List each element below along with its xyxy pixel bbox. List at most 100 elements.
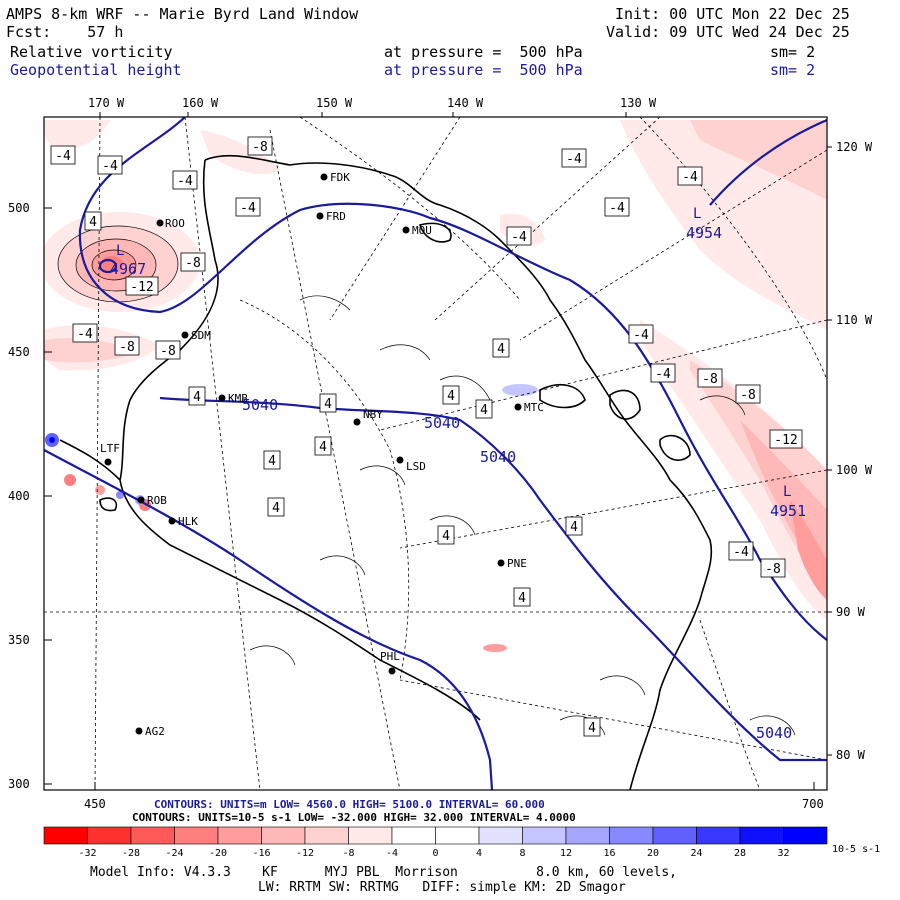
vorticity-label: -4 xyxy=(511,230,527,245)
colorbar-cell xyxy=(43,826,88,845)
colorbar-tick: 16 xyxy=(603,848,615,859)
vorticity-label: -8 xyxy=(252,140,268,155)
vorticity-label: -4 xyxy=(655,367,671,382)
height-contour-label: 5040 xyxy=(756,724,792,742)
colorbar-cell xyxy=(130,826,175,845)
vorticity-label: 4 xyxy=(272,501,280,516)
vorticity-label-box xyxy=(155,340,181,360)
right-lon-label: 100 W xyxy=(836,463,873,477)
station-label: PHL xyxy=(380,650,400,663)
vorticity-label: -12 xyxy=(774,433,797,448)
left-y-label: 400 xyxy=(8,489,30,503)
vorticity-label-box xyxy=(437,525,455,545)
height-low-label: 4954 xyxy=(686,224,722,242)
vorticity-label-box xyxy=(492,338,510,358)
colorbar-tick: -28 xyxy=(122,848,140,859)
colorbar-tick: -24 xyxy=(165,848,183,859)
station-label: HLK xyxy=(178,515,198,528)
vorticity-label-box xyxy=(561,148,587,168)
height-contour-label: 5040 xyxy=(424,414,460,432)
vorticity-label-box xyxy=(506,226,532,246)
vorticity-label-box xyxy=(314,436,332,456)
vorticity-label: -8 xyxy=(740,388,756,403)
station-label: LTF xyxy=(100,442,120,455)
vorticity-label: -4 xyxy=(177,174,193,189)
height-low-label: 4967 xyxy=(110,260,146,278)
colorbar-tick: 0 xyxy=(432,848,438,859)
vorticity-label: -4 xyxy=(77,327,93,342)
colorbar-cell xyxy=(261,826,306,845)
colorbar-tick: -4 xyxy=(386,848,398,859)
height-low-label: 4951 xyxy=(770,502,806,520)
field-height: Geopotential height xyxy=(10,61,182,79)
top-lon-label: 140 W xyxy=(447,96,484,110)
colorbar-tick: 24 xyxy=(690,848,702,859)
colorbar-cell xyxy=(522,826,567,845)
top-lon-label: 160 W xyxy=(182,96,219,110)
vorticity-label-box xyxy=(697,368,723,388)
vorticity-label: 4 xyxy=(324,397,332,412)
vorticity-label: 4 xyxy=(447,389,455,404)
vorticity-label-box xyxy=(769,429,803,449)
colorbar-cell xyxy=(609,826,654,845)
colorbar-tick: 12 xyxy=(560,848,572,859)
vorticity-label-box xyxy=(760,558,786,578)
vorticity-label: -4 xyxy=(682,170,698,185)
vorticity-label: -4 xyxy=(240,201,256,216)
vorticity-label: -8 xyxy=(185,256,201,271)
vorticity-contour-info: CONTOURS: UNITS=10-5 s-1 LOW= -32.000 HI… xyxy=(132,811,576,824)
colorbar-tick: -16 xyxy=(252,848,270,859)
station-label: PNE xyxy=(507,557,527,570)
colorbar-cell xyxy=(435,826,480,845)
top-lon-label: 170 W xyxy=(88,96,125,110)
left-y-label: 350 xyxy=(8,633,30,647)
left-y-label: 300 xyxy=(8,777,30,791)
station-label: ROO xyxy=(165,217,185,230)
vorticity-label-box xyxy=(267,497,285,517)
colorbar-cell xyxy=(783,826,828,845)
level-height: at pressure = 500 hPa xyxy=(384,61,583,79)
station-label: FDK xyxy=(330,171,350,184)
station-label: MTC xyxy=(524,401,544,414)
colorbar-tick: 4 xyxy=(476,848,482,859)
station-label: SDM xyxy=(191,329,211,342)
vorticity-label: 4 xyxy=(89,215,97,230)
left-y-label: 450 xyxy=(8,345,30,359)
station-label: NBY xyxy=(363,408,383,421)
colorbar-cell xyxy=(304,826,349,845)
vorticity-label-box xyxy=(442,385,460,405)
top-lon-label: 150 W xyxy=(316,96,353,110)
vorticity-label-box xyxy=(735,384,761,404)
bottom-x-label: 700 xyxy=(802,797,824,811)
vorticity-label-box xyxy=(84,211,102,231)
vorticity-label: 4 xyxy=(570,520,578,535)
low-marker: L xyxy=(693,206,701,222)
vorticity-label-box xyxy=(604,197,630,217)
station-label: FRD xyxy=(326,210,346,223)
field-vorticity: Relative vorticity xyxy=(10,43,173,61)
vorticity-label: -8 xyxy=(765,562,781,577)
vorticity-label: -8 xyxy=(702,372,718,387)
colorbar-cell xyxy=(565,826,610,845)
low-marker: L xyxy=(116,243,124,259)
right-lon-label: 80 W xyxy=(836,748,866,762)
vorticity-label: -4 xyxy=(609,201,625,216)
colorbar-cell xyxy=(87,826,132,845)
colorbar-tick: -32 xyxy=(78,848,96,859)
height-contour-label: 5040 xyxy=(242,396,278,414)
vorticity-label: -12 xyxy=(130,280,153,295)
left-y-label: 500 xyxy=(8,201,30,215)
colorbar-tick: 8 xyxy=(519,848,525,859)
station-label: AG2 xyxy=(145,725,165,738)
vorticity-label: 4 xyxy=(480,403,488,418)
vorticity-label-box xyxy=(114,336,140,356)
right-lon-label: 90 W xyxy=(836,605,866,619)
vorticity-label-box xyxy=(50,145,76,165)
colorbar-cell xyxy=(174,826,219,845)
vorticity-label-box xyxy=(565,516,583,536)
coastline xyxy=(59,154,713,790)
vorticity-label-box xyxy=(247,136,273,156)
colorbar-tick: -20 xyxy=(209,848,227,859)
vorticity-label-box xyxy=(172,170,198,190)
colorbar-tick: -12 xyxy=(296,848,314,859)
